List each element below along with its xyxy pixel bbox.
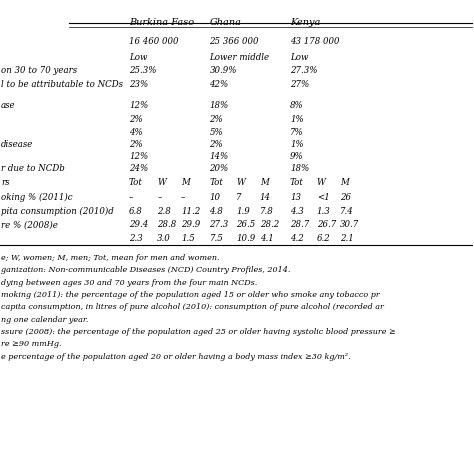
Text: ganization: Non-communicable Diseases (NCD) Country Profiles, 2014.: ganization: Non-communicable Diseases (N… — [1, 266, 290, 274]
Text: 11.2: 11.2 — [181, 207, 201, 216]
Text: 12%: 12% — [129, 101, 148, 110]
Text: 10: 10 — [210, 193, 220, 202]
Text: –: – — [181, 193, 185, 202]
Text: 25 366 000: 25 366 000 — [210, 37, 259, 46]
Text: ng one calendar year.: ng one calendar year. — [1, 316, 88, 324]
Text: –: – — [129, 193, 133, 202]
Text: W: W — [317, 178, 326, 187]
Text: 4.1: 4.1 — [260, 234, 273, 243]
Text: 2.3: 2.3 — [129, 234, 143, 243]
Text: 30.9%: 30.9% — [210, 66, 237, 75]
Text: 10.9: 10.9 — [236, 234, 255, 243]
Text: 27.3%: 27.3% — [290, 66, 318, 75]
Text: 7.5: 7.5 — [210, 234, 223, 243]
Text: 18%: 18% — [290, 164, 310, 173]
Text: 2%: 2% — [129, 115, 143, 124]
Text: capita consumption, in litres of pure alcohol (2010): consumption of pure alcoho: capita consumption, in litres of pure al… — [1, 303, 384, 311]
Text: 16 460 000: 16 460 000 — [129, 37, 178, 46]
Text: 43 178 000: 43 178 000 — [290, 37, 339, 46]
Text: W: W — [157, 178, 166, 187]
Text: 3.0: 3.0 — [157, 234, 171, 243]
Text: moking (2011): the percentage of the population aged 15 or older who smoke any t: moking (2011): the percentage of the pop… — [1, 291, 380, 299]
Text: 12%: 12% — [129, 152, 148, 161]
Text: 8%: 8% — [290, 101, 304, 110]
Text: M: M — [260, 178, 269, 187]
Text: Kenya: Kenya — [290, 18, 320, 27]
Text: re % (2008)e: re % (2008)e — [1, 220, 58, 229]
Text: 2.1: 2.1 — [340, 234, 354, 243]
Text: ase: ase — [1, 101, 16, 110]
Text: dying between ages 30 and 70 years from the four main NCDs.: dying between ages 30 and 70 years from … — [1, 279, 257, 287]
Text: 2.8: 2.8 — [157, 207, 171, 216]
Text: Low: Low — [290, 53, 309, 62]
Text: l to be attributable to NCDs: l to be attributable to NCDs — [1, 80, 123, 89]
Text: 29.9: 29.9 — [181, 220, 201, 229]
Text: 42%: 42% — [210, 80, 229, 89]
Text: <1: <1 — [317, 193, 329, 202]
Text: 7: 7 — [236, 193, 242, 202]
Text: 1%: 1% — [290, 115, 304, 124]
Text: oking % (2011)c: oking % (2011)c — [1, 193, 73, 202]
Text: 24%: 24% — [129, 164, 148, 173]
Text: 20%: 20% — [210, 164, 229, 173]
Text: 23%: 23% — [129, 80, 148, 89]
Text: 26.5: 26.5 — [236, 220, 255, 229]
Text: 7%: 7% — [290, 128, 304, 137]
Text: 4.2: 4.2 — [290, 234, 304, 243]
Text: rs: rs — [1, 178, 9, 187]
Text: 28.2: 28.2 — [260, 220, 279, 229]
Text: 2%: 2% — [129, 140, 143, 149]
Text: –: – — [157, 193, 162, 202]
Text: pita consumption (2010)d: pita consumption (2010)d — [1, 207, 114, 216]
Text: 29.4: 29.4 — [129, 220, 148, 229]
Text: 27%: 27% — [290, 80, 310, 89]
Text: Ghana: Ghana — [210, 18, 242, 27]
Text: 6.2: 6.2 — [317, 234, 330, 243]
Text: 18%: 18% — [210, 101, 229, 110]
Text: Burkina Faso: Burkina Faso — [129, 18, 194, 27]
Text: re ≥90 mmHg.: re ≥90 mmHg. — [1, 340, 62, 348]
Text: 4%: 4% — [129, 128, 143, 137]
Text: Tot: Tot — [129, 178, 143, 187]
Text: 6.8: 6.8 — [129, 207, 143, 216]
Text: Tot: Tot — [210, 178, 223, 187]
Text: 4.8: 4.8 — [210, 207, 223, 216]
Text: 25.3%: 25.3% — [129, 66, 156, 75]
Text: 13: 13 — [290, 193, 301, 202]
Text: 26: 26 — [340, 193, 351, 202]
Text: 2%: 2% — [210, 115, 223, 124]
Text: 2%: 2% — [210, 140, 223, 149]
Text: e; W, women; M, men; Tot, mean for men and women.: e; W, women; M, men; Tot, mean for men a… — [1, 254, 219, 262]
Text: 1.9: 1.9 — [236, 207, 250, 216]
Text: r due to NCDb: r due to NCDb — [1, 164, 64, 173]
Text: 9%: 9% — [290, 152, 304, 161]
Text: Tot: Tot — [290, 178, 304, 187]
Text: 26.7: 26.7 — [317, 220, 336, 229]
Text: 1.5: 1.5 — [181, 234, 195, 243]
Text: M: M — [181, 178, 190, 187]
Text: Lower middle: Lower middle — [210, 53, 270, 62]
Text: 28.7: 28.7 — [290, 220, 310, 229]
Text: 1%: 1% — [290, 140, 304, 149]
Text: e percentage of the population aged 20 or older having a body mass index ≥30 kg/: e percentage of the population aged 20 o… — [1, 353, 351, 361]
Text: 27.3: 27.3 — [210, 220, 229, 229]
Text: 28.8: 28.8 — [157, 220, 177, 229]
Text: ssure (2008): the percentage of the population aged 25 or older having systolic : ssure (2008): the percentage of the popu… — [1, 328, 396, 336]
Text: 1.3: 1.3 — [317, 207, 330, 216]
Text: Low: Low — [129, 53, 147, 62]
Text: 14: 14 — [260, 193, 271, 202]
Text: 5%: 5% — [210, 128, 223, 137]
Text: disease: disease — [1, 140, 33, 149]
Text: 7.8: 7.8 — [260, 207, 273, 216]
Text: 4.3: 4.3 — [290, 207, 304, 216]
Text: M: M — [340, 178, 349, 187]
Text: W: W — [236, 178, 245, 187]
Text: 14%: 14% — [210, 152, 229, 161]
Text: 7.4: 7.4 — [340, 207, 354, 216]
Text: on 30 to 70 years: on 30 to 70 years — [1, 66, 77, 75]
Text: 30.7: 30.7 — [340, 220, 360, 229]
